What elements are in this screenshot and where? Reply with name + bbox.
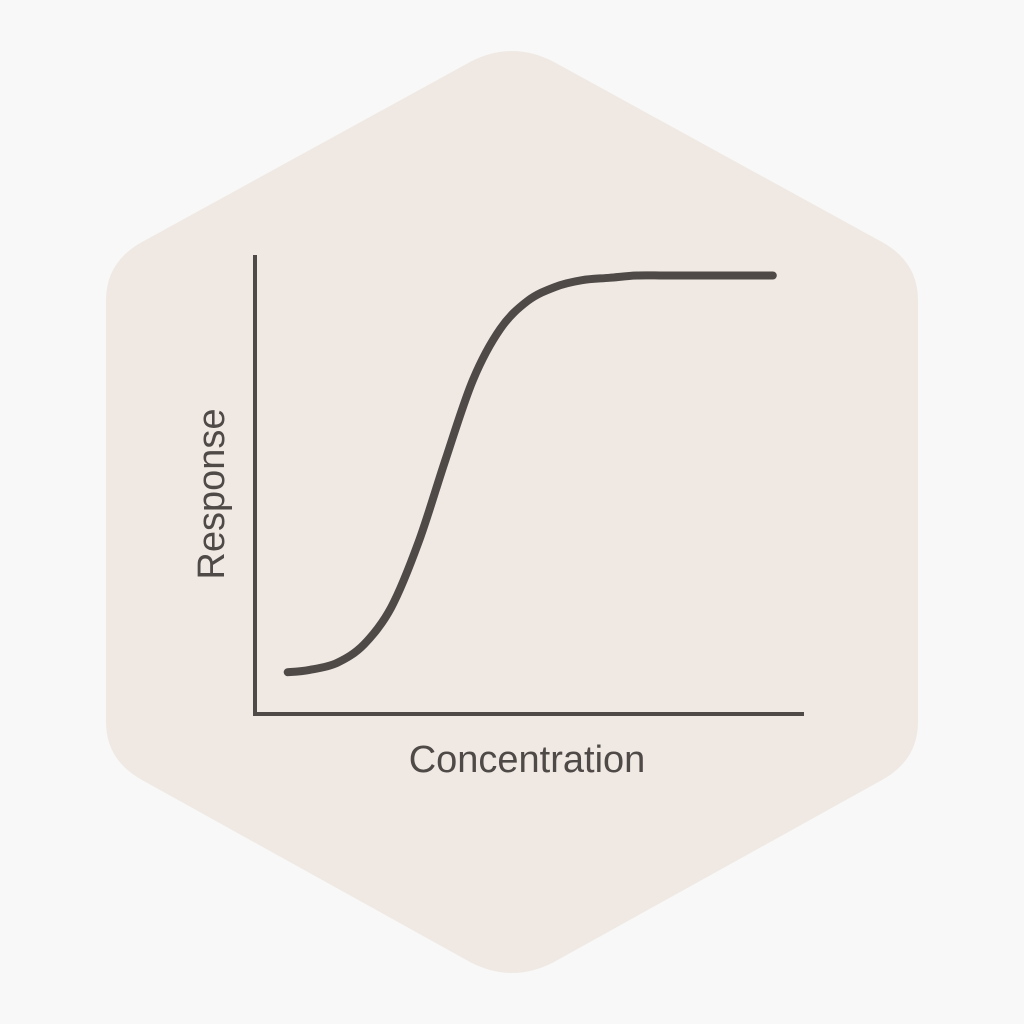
x-axis-label: Concentration <box>409 739 646 781</box>
y-axis-label: Response <box>191 408 233 579</box>
series-line <box>283 271 777 677</box>
hexagon-background <box>106 51 918 973</box>
